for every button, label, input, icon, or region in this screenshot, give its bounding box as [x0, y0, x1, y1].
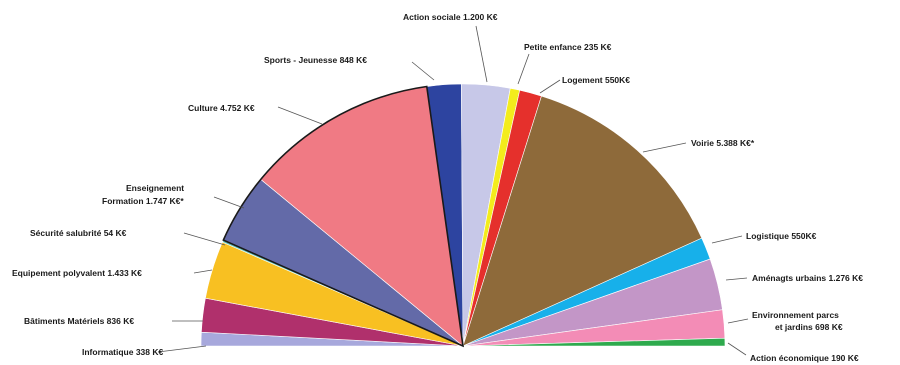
label-logistique: Logistique 550K€ [746, 231, 817, 241]
leader-sports [411, 61, 435, 81]
label-equipement: Equipement polyvalent 1.433 K€ [12, 268, 142, 278]
leader-lines [157, 25, 749, 356]
leader-securite [183, 232, 226, 246]
label-logement: Logement 550K€ [562, 75, 630, 85]
label-sports: Sports - Jeunesse 848 K€ [264, 55, 367, 65]
leader-action-sociale [475, 25, 488, 83]
label-amenagts: Aménagts urbains 1.276 K€ [752, 273, 863, 283]
slice-group-outline [222, 85, 464, 348]
leader-equipement [193, 269, 213, 274]
leader-action-eco [727, 342, 747, 356]
pie-slices [200, 83, 726, 347]
leader-voirie [642, 142, 687, 153]
label-enseignement-line2: Formation 1.747 K€* [102, 196, 184, 206]
label-action-eco: Action économique 190 K€ [750, 353, 859, 363]
label-environnement-line1: Environnement parcs [752, 310, 839, 320]
leader-petite-enfance [517, 53, 530, 85]
pie-outline [222, 85, 464, 348]
leader-informatique [157, 345, 207, 353]
label-securite: Sécurité salubrité 54 K€ [30, 228, 127, 238]
slice-labels: Informatique 338 K€ Bâtiments Matériels … [12, 12, 863, 363]
leader-enseignement [213, 196, 245, 209]
label-batiments: Bâtiments Matériels 836 K€ [24, 316, 134, 326]
slice-action_eco [462, 337, 726, 347]
leader-logement [539, 79, 561, 94]
label-enseignement-line1: Enseignement [126, 183, 184, 193]
label-petite-enfance: Petite enfance 235 K€ [524, 42, 612, 52]
leader-environnement [727, 318, 749, 324]
leader-amenagts [725, 277, 748, 281]
label-informatique: Informatique 338 K€ [82, 347, 164, 357]
leader-culture [277, 106, 323, 125]
slice-voirie [462, 95, 703, 347]
label-environnement-line2: et jardins 698 K€ [775, 322, 843, 332]
label-action-sociale: Action sociale 1.200 K€ [403, 12, 498, 22]
leader-logistique [711, 235, 743, 244]
label-culture: Culture 4.752 K€ [188, 103, 255, 113]
label-voirie: Voirie 5.388 K€* [691, 138, 755, 148]
